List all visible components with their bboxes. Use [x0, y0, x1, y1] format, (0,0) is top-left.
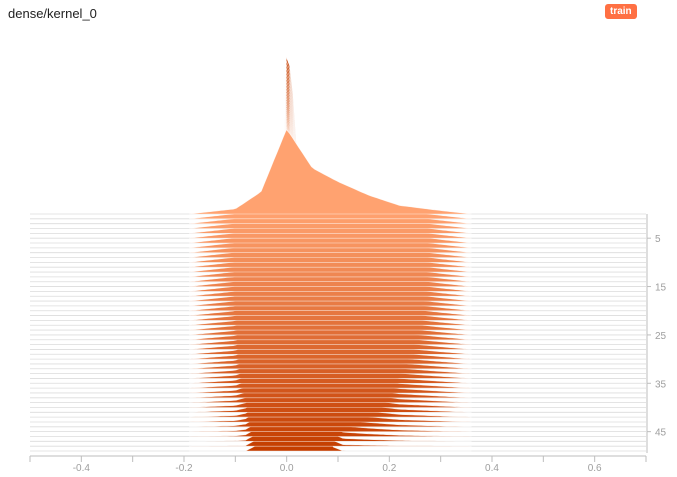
- run-badge-train[interactable]: train: [605, 4, 637, 19]
- histogram-ridges: [189, 57, 472, 452]
- x-tick-label: 0.0: [280, 463, 294, 474]
- x-tick-label: -0.4: [73, 463, 91, 474]
- step-axis: 5 15 25 35 45: [646, 214, 667, 453]
- x-tick-label: -0.2: [175, 463, 193, 474]
- x-axis: -0.4 -0.2 0.0 0.2 0.4 0.6: [29, 455, 647, 474]
- step-tick-label: 45: [655, 428, 667, 439]
- x-tick-label: 0.2: [382, 463, 396, 474]
- x-tick-label: 0.6: [588, 463, 602, 474]
- step-tick-label: 15: [655, 283, 667, 294]
- chart-title: dense/kernel_0: [8, 6, 97, 21]
- step-tick-label: 35: [655, 379, 667, 390]
- step-histogram-ridge: [189, 129, 472, 215]
- x-tick-label: 0.4: [485, 463, 499, 474]
- step-tick-label: 25: [655, 331, 667, 342]
- step-tick-label: 5: [655, 234, 661, 245]
